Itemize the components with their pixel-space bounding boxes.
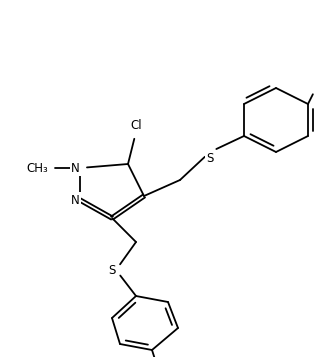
Text: N: N	[71, 161, 80, 175]
Text: Cl: Cl	[130, 119, 142, 132]
Text: Br: Br	[316, 81, 317, 95]
Text: N: N	[71, 193, 80, 206]
Text: CH₃: CH₃	[26, 161, 48, 175]
Text: S: S	[206, 152, 214, 165]
Text: S: S	[109, 263, 116, 277]
